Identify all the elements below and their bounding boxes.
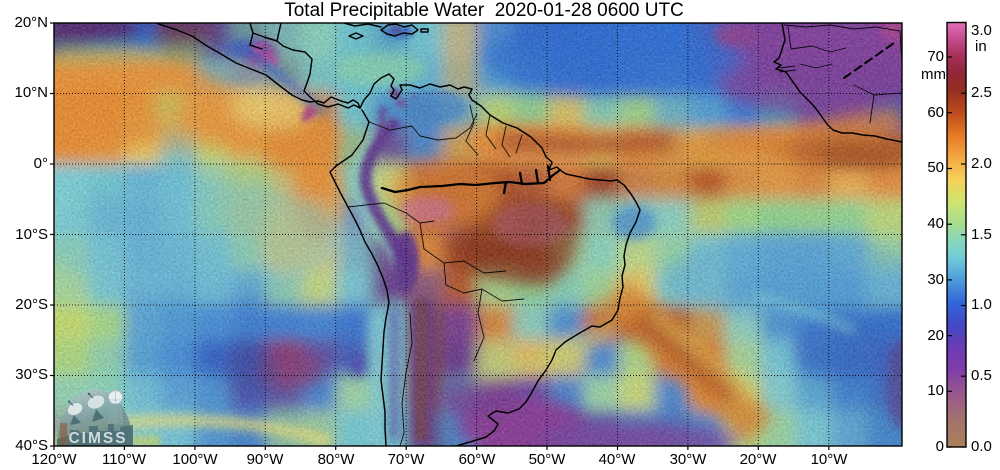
svg-text:CIMSS: CIMSS — [68, 430, 127, 446]
